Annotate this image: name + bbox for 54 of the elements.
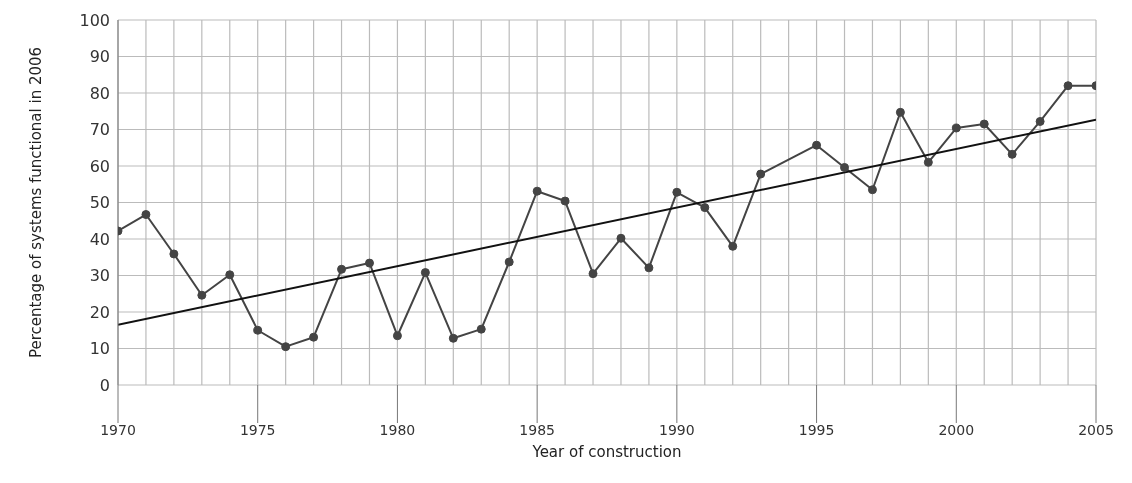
y-tick-label: 0 <box>99 375 110 395</box>
point <box>281 342 291 352</box>
point <box>951 123 961 133</box>
y-tick-label: 100 <box>79 10 110 30</box>
point <box>895 107 905 117</box>
y-tick-label: 80 <box>89 83 110 103</box>
point <box>448 333 458 343</box>
point <box>840 162 850 172</box>
x-axis-title: Year of construction <box>531 443 682 461</box>
point <box>560 196 570 206</box>
point <box>225 270 235 280</box>
point <box>588 269 598 279</box>
point <box>197 290 207 300</box>
point <box>337 264 347 274</box>
y-tick-label: 20 <box>89 302 110 322</box>
point <box>1007 149 1017 159</box>
point <box>644 263 654 273</box>
point <box>616 233 626 243</box>
point <box>867 185 877 195</box>
y-tick-label: 30 <box>89 266 110 286</box>
y-axis-title: Percentage of systems functional in 2006 <box>27 46 46 359</box>
y-tick-label: 50 <box>89 193 110 213</box>
point <box>1063 81 1073 91</box>
x-tick-label: 1990 <box>659 421 695 438</box>
x-tick-label: 1985 <box>519 421 555 438</box>
x-tick-label: 1975 <box>239 421 276 438</box>
y-tick-label: 40 <box>89 229 110 249</box>
point <box>420 268 430 278</box>
point <box>700 203 710 213</box>
point <box>253 325 263 335</box>
point <box>979 119 989 129</box>
point <box>504 257 514 267</box>
point <box>476 324 486 334</box>
y-tick-label: 70 <box>89 120 110 140</box>
x-tick-label: 1970 <box>100 421 136 438</box>
point <box>812 140 822 150</box>
point <box>756 169 766 179</box>
point <box>141 210 151 220</box>
point <box>923 157 933 167</box>
x-tick-label: 2000 <box>938 421 975 438</box>
point <box>309 332 319 342</box>
y-tick-label: 60 <box>89 156 110 176</box>
point <box>169 249 179 259</box>
x-tick-label: 1995 <box>798 421 835 438</box>
point <box>1035 116 1045 126</box>
y-tick-label: 90 <box>89 47 110 67</box>
y-tick-label: 10 <box>89 339 110 359</box>
point <box>672 187 682 197</box>
x-tick-label: 1980 <box>379 421 416 438</box>
point <box>728 241 738 251</box>
point <box>532 186 542 196</box>
point <box>392 331 402 341</box>
point <box>364 258 374 268</box>
x-tick-label: 2005 <box>1078 421 1114 438</box>
